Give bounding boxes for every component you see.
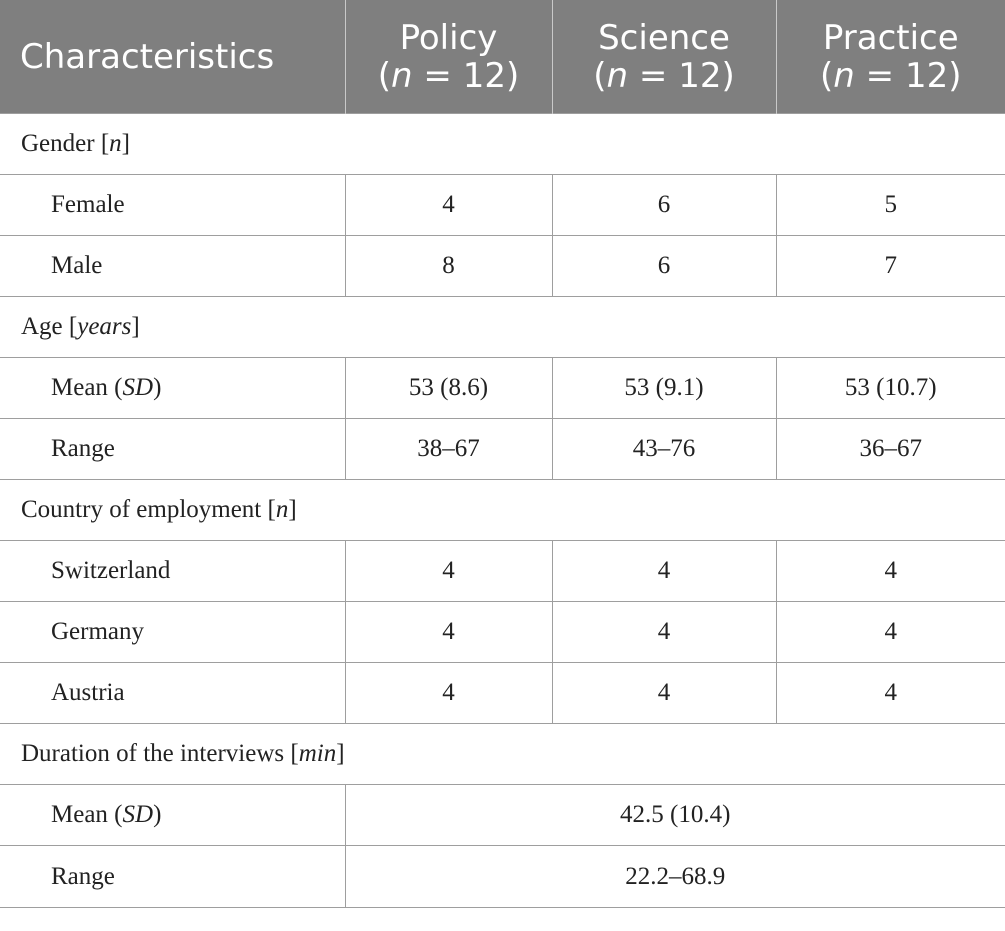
- section-bracket: ]: [288, 496, 297, 523]
- section-unit: n: [109, 130, 122, 157]
- section-title-age: Age [years]: [0, 296, 1005, 358]
- section-title-duration: Duration of the interviews [min]: [0, 723, 1005, 785]
- cell-combined: 42.5 (10.4): [344, 784, 1005, 846]
- section-bracket: ]: [131, 313, 140, 340]
- section-row-country: Country of employment [n]: [0, 479, 1005, 541]
- section-unit: n: [275, 496, 289, 523]
- cell-policy: 4: [344, 540, 553, 602]
- row-label: Range: [0, 845, 346, 908]
- table-header: Characteristics Policy (n = 12) Science …: [0, 0, 1005, 114]
- row-label-close: ): [153, 374, 162, 401]
- n-value: = 12: [412, 55, 506, 96]
- cell-policy: 53 (8.6): [344, 357, 553, 419]
- row-label: Mean (SD): [0, 357, 346, 419]
- section-title-text: Age [: [21, 313, 78, 340]
- table-row-duration-mean: Mean (SD) 42.5 (10.4): [0, 784, 1005, 846]
- cell-science: 43–76: [551, 418, 777, 480]
- section-title-text: Gender [: [21, 130, 110, 157]
- table-row-age-mean: Mean (SD) 53 (8.6) 53 (9.1) 53 (10.7): [0, 357, 1005, 419]
- cell-science: 4: [551, 540, 777, 602]
- row-label: Germany: [0, 601, 346, 663]
- row-label: Range: [0, 418, 346, 480]
- cell-science: 6: [551, 174, 777, 236]
- table-row-age-range: Range 38–67 43–76 36–67: [0, 418, 1005, 480]
- table-row-male: Male 8 6 7: [0, 235, 1005, 297]
- cell-practice: 4: [775, 601, 1005, 663]
- row-label-text: Mean (: [51, 374, 123, 401]
- cell-policy: 4: [344, 662, 553, 724]
- cell-practice: 36–67: [775, 418, 1005, 480]
- section-title-country: Country of employment [n]: [0, 479, 1005, 541]
- section-bracket: ]: [336, 740, 345, 767]
- cell-policy: 38–67: [344, 418, 553, 480]
- section-unit: years: [77, 313, 132, 340]
- header-practice-n: (n = 12): [820, 55, 962, 96]
- header-policy: Policy (n = 12): [344, 0, 552, 114]
- table-row-germany: Germany 4 4 4: [0, 601, 1005, 663]
- n-symbol: n: [606, 55, 629, 96]
- table-row-female: Female 4 6 5: [0, 174, 1005, 236]
- cell-practice: 7: [775, 235, 1005, 297]
- n-symbol: n: [391, 55, 413, 96]
- header-policy-n: (n = 12): [377, 55, 520, 96]
- header-science-label: Science: [598, 17, 730, 58]
- header-policy-label: Policy: [399, 17, 498, 58]
- row-label: Mean (SD): [0, 784, 346, 846]
- header-practice-label: Practice: [822, 17, 959, 58]
- row-label: Switzerland: [0, 540, 346, 602]
- cell-policy: 4: [344, 601, 553, 663]
- cell-combined: 22.2–68.9: [344, 845, 1005, 908]
- table-row-switzerland: Switzerland 4 4 4: [0, 540, 1005, 602]
- header-practice: Practice (n = 12): [775, 0, 1005, 114]
- cell-science: 6: [551, 235, 777, 297]
- characteristics-table: Characteristics Policy (n = 12) Science …: [0, 0, 1005, 908]
- header-row: Characteristics Policy (n = 12) Science …: [0, 0, 1005, 114]
- cell-practice: 53 (10.7): [775, 357, 1005, 419]
- section-row-gender: Gender [n]: [0, 113, 1005, 175]
- cell-science: 4: [551, 662, 777, 724]
- cell-science: 53 (9.1): [551, 357, 777, 419]
- n-value: = 12: [628, 55, 722, 96]
- section-row-age: Age [years]: [0, 296, 1005, 358]
- cell-practice: 4: [775, 540, 1005, 602]
- row-label-text: Mean (: [51, 801, 123, 828]
- cell-policy: 8: [344, 235, 553, 297]
- n-value: = 12: [854, 55, 949, 96]
- header-science: Science (n = 12): [551, 0, 776, 114]
- section-row-duration: Duration of the interviews [min]: [0, 723, 1005, 785]
- n-symbol: n: [833, 55, 855, 96]
- header-science-n: (n = 12): [593, 55, 735, 96]
- row-label-close: ): [153, 801, 162, 828]
- cell-practice: 4: [775, 662, 1005, 724]
- section-unit: min: [298, 740, 337, 767]
- row-label: Austria: [0, 662, 346, 724]
- row-label-sd: SD: [122, 374, 154, 401]
- cell-science: 4: [551, 601, 777, 663]
- section-title-text: Country of employment [: [21, 496, 276, 523]
- section-bracket: ]: [121, 130, 130, 157]
- cell-practice: 5: [775, 174, 1005, 236]
- header-characteristics: Characteristics: [0, 0, 345, 114]
- section-title-gender: Gender [n]: [0, 113, 1005, 175]
- cell-policy: 4: [344, 174, 553, 236]
- table-body: Gender [n] Female 4 6 5 Male 8 6 7 Age […: [0, 113, 1005, 908]
- row-label: Female: [0, 174, 346, 236]
- section-title-text: Duration of the interviews [: [21, 740, 299, 767]
- row-label-sd: SD: [122, 801, 154, 828]
- table-row-austria: Austria 4 4 4: [0, 662, 1005, 724]
- table-row-duration-range: Range 22.2–68.9: [0, 845, 1005, 908]
- row-label: Male: [0, 235, 346, 297]
